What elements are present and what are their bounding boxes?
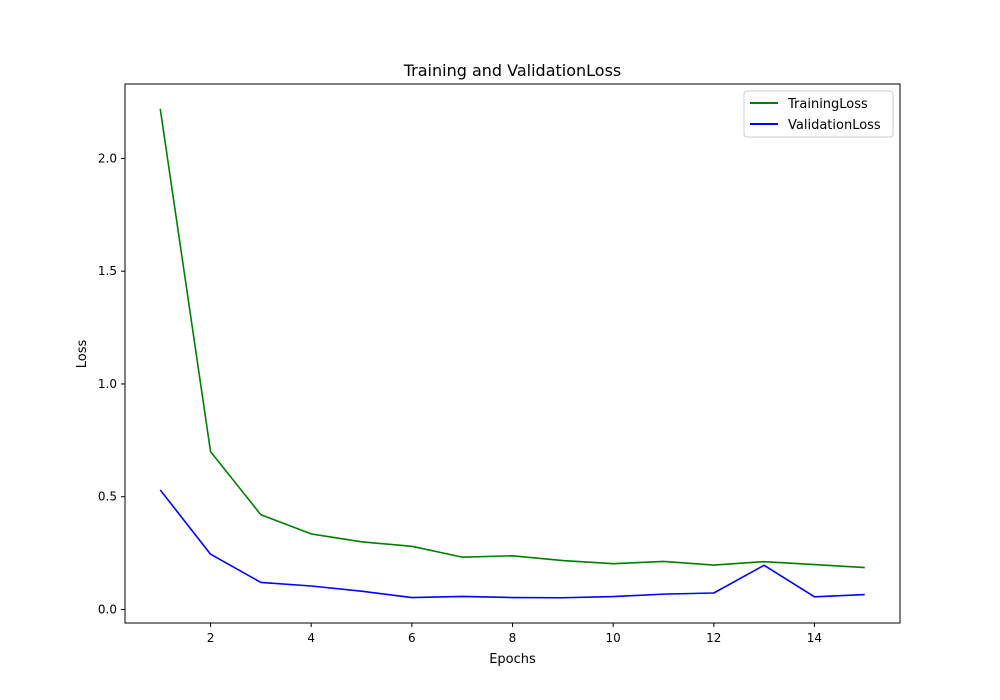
series-line-trainingloss	[159, 108, 865, 569]
y-tick-label: 0.0	[98, 602, 117, 616]
x-tick-label: 4	[307, 631, 315, 645]
x-axis: 2 4 6 8 10 12 14	[207, 623, 822, 645]
legend-label: ValidationLoss	[788, 118, 881, 133]
legend-box	[743, 90, 894, 138]
x-tick-label: 14	[807, 631, 822, 645]
plot-area	[159, 108, 865, 599]
x-tick-label: 2	[207, 631, 215, 645]
legend-label: TrainingLoss	[787, 97, 868, 112]
y-axis: 0.0 0.5 1.0 1.5 2.0	[98, 151, 125, 616]
y-tick-label: 1.5	[98, 264, 117, 278]
legend: TrainingLoss ValidationLoss	[743, 90, 894, 138]
x-tick-label: 6	[408, 631, 416, 645]
x-tick-label: 12	[706, 631, 721, 645]
y-tick-label: 0.5	[98, 490, 117, 504]
y-tick-label: 1.0	[98, 377, 117, 391]
chart-title: Training and ValidationLoss	[403, 61, 622, 80]
y-axis-label: Loss	[75, 340, 90, 369]
series-line-validationloss	[159, 489, 865, 599]
y-tick-label: 2.0	[98, 151, 117, 165]
x-axis-label: Epochs	[489, 652, 536, 667]
x-tick-label: 10	[606, 631, 621, 645]
x-tick-label: 8	[509, 631, 517, 645]
axes-frame	[124, 83, 901, 624]
